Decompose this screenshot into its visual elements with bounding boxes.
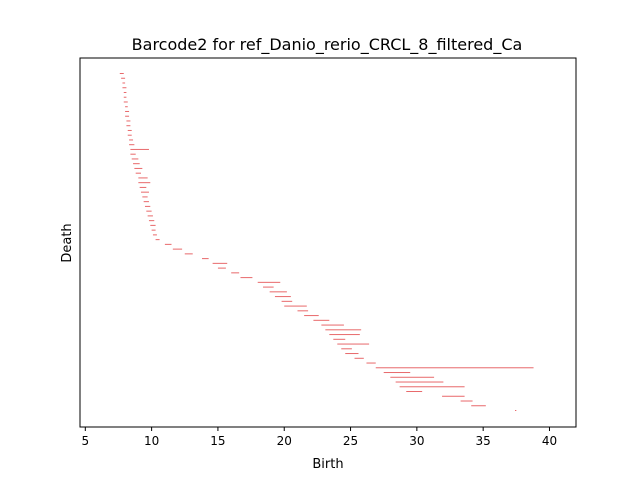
x-tick-label: 25 <box>343 434 358 448</box>
barcode-bar <box>138 182 151 184</box>
barcode-bar <box>184 253 193 255</box>
barcode-bar <box>345 353 359 355</box>
barcode-bar <box>274 296 291 298</box>
barcode-bar <box>139 186 147 188</box>
barcode-bar <box>146 210 152 212</box>
x-tick-label: 5 <box>81 434 89 448</box>
barcode-bar <box>123 101 128 103</box>
barcode-bar <box>138 177 148 179</box>
x-axis-label: Birth <box>312 457 343 472</box>
barcode-bar <box>297 310 309 312</box>
barcode-bar <box>399 386 465 388</box>
barcode-bar <box>212 262 228 264</box>
barcode-bar <box>304 315 319 317</box>
x-tick-label: 40 <box>542 434 557 448</box>
barcode-bar <box>127 134 132 136</box>
barcode-bar <box>257 281 281 283</box>
x-tick-label: 15 <box>210 434 225 448</box>
barcode-bar <box>383 372 411 374</box>
barcode-bar <box>172 248 183 250</box>
barcode-bar <box>313 319 330 321</box>
barcode-bar <box>129 144 135 146</box>
barcode-bar <box>164 243 172 245</box>
barcode-bar <box>131 158 139 160</box>
barcode-bar <box>390 376 435 378</box>
barcode-bar <box>123 96 127 98</box>
barcode-bar <box>119 73 124 74</box>
barcode-bar <box>122 87 127 89</box>
barcode-bar <box>150 224 156 226</box>
barcode-bar <box>142 196 148 198</box>
barcode-bar <box>329 334 360 336</box>
barcode-bar <box>375 367 534 369</box>
barcode-bar <box>281 300 293 302</box>
x-axis-ticks: 5 10 15 20 25 30 35 40 <box>81 427 557 448</box>
barcode-bar <box>148 220 155 222</box>
barcode-bar <box>141 191 149 193</box>
barcode-bar <box>269 291 287 293</box>
chart-title: Barcode2 for ref_Danio_rerio_CRCL_8_filt… <box>132 35 523 55</box>
barcode-bar <box>126 120 131 122</box>
barcode-bar <box>514 410 517 411</box>
barcode-bar <box>134 167 143 169</box>
barcode-bar <box>125 110 130 112</box>
barcode-bar <box>127 129 132 131</box>
barcode-bar <box>125 115 130 117</box>
barcode-bar <box>406 391 423 393</box>
barcode-bar <box>471 405 486 407</box>
barcode-bar <box>240 277 253 279</box>
barcode-bars <box>119 73 534 411</box>
x-tick-label: 20 <box>277 434 292 448</box>
barcode-bar <box>130 148 149 150</box>
y-axis-label: Death <box>60 223 75 262</box>
barcode-bar <box>135 172 141 174</box>
barcode-bar <box>122 82 126 84</box>
barcode-bar <box>442 395 465 397</box>
barcode-bar <box>263 286 274 288</box>
barcode-bar <box>231 272 240 274</box>
barcode-bar <box>129 139 134 141</box>
x-tick-label: 35 <box>476 434 491 448</box>
barcode-bar <box>202 258 209 260</box>
barcode-bar <box>341 348 352 350</box>
barcode-bar <box>121 77 126 79</box>
barcode-bar <box>152 234 157 236</box>
barcode-bar <box>155 239 160 241</box>
x-tick-label: 30 <box>409 434 424 448</box>
barcode-bar <box>217 267 226 269</box>
barcode-bar <box>123 91 127 93</box>
barcode-bar <box>366 362 376 364</box>
barcode-bar <box>126 125 131 127</box>
barcode-bar <box>133 163 140 165</box>
barcode-bar <box>395 381 444 383</box>
barcode-bar <box>333 338 346 340</box>
barcode-bar <box>325 329 362 331</box>
barcode-bar <box>321 324 344 326</box>
barcode-bar <box>354 357 364 359</box>
barcode-bar <box>284 305 307 307</box>
x-tick-label: 10 <box>144 434 159 448</box>
barcode-bar <box>460 400 473 402</box>
barcode-bar <box>130 153 136 155</box>
barcode-bar <box>337 343 370 345</box>
barcode-bar <box>147 215 153 217</box>
barcode-bar <box>151 229 156 231</box>
barcode-bar <box>144 205 151 207</box>
barcode-bar <box>125 106 128 108</box>
plot-frame <box>79 57 577 428</box>
barcode-bar <box>143 201 149 203</box>
